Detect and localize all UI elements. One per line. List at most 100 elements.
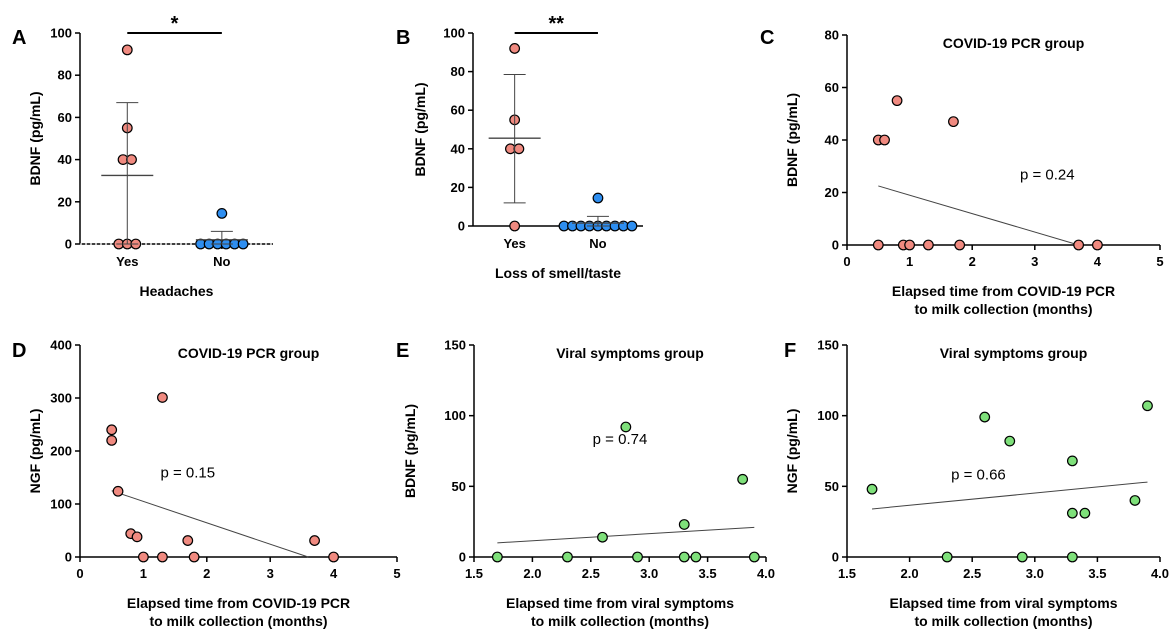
data-point <box>678 519 690 530</box>
significance-marker: ** <box>549 13 565 35</box>
x-tick-label: 1.5 <box>465 566 483 581</box>
data-point <box>872 239 884 251</box>
x-tick-label: 1.5 <box>838 566 856 581</box>
data-point <box>879 134 890 146</box>
x-axis-label: Headaches <box>140 283 214 299</box>
data-point <box>620 421 632 433</box>
panel-letter: A <box>12 27 26 49</box>
y-tick-label: 60 <box>825 80 839 95</box>
y-tick-label: 400 <box>50 338 72 353</box>
y-tick-label: 20 <box>451 180 465 195</box>
panel-letter: C <box>760 27 774 49</box>
y-axis-label: NGF (pg/mL) <box>784 409 800 494</box>
y-tick-label: 0 <box>832 238 839 253</box>
y-tick-label: 0 <box>65 550 72 565</box>
x-tick-label: Yes <box>116 254 138 269</box>
data-point <box>1004 435 1016 447</box>
x-tick-label: 5 <box>1156 254 1163 269</box>
data-point <box>1066 455 1078 467</box>
y-tick-label: 100 <box>50 497 72 512</box>
data-point <box>137 551 149 563</box>
y-tick-label: 60 <box>58 110 72 125</box>
data-point <box>626 220 638 232</box>
data-point <box>509 43 521 54</box>
data-point <box>632 551 643 563</box>
x-axis-label: to milk collection (months) <box>914 301 1092 317</box>
data-point <box>922 239 934 251</box>
x-axis-label: Loss of smell/taste <box>495 265 621 281</box>
data-point <box>106 424 118 436</box>
y-tick-label: 80 <box>58 68 72 83</box>
x-tick-label: 3.5 <box>1088 566 1106 581</box>
panel-letter: F <box>784 340 796 362</box>
y-tick-label: 300 <box>50 391 72 406</box>
panel-title: Viral symptoms group <box>556 345 704 361</box>
data-point <box>309 535 320 546</box>
data-point <box>941 551 953 563</box>
x-tick-label: No <box>213 254 230 269</box>
y-tick-label: 100 <box>444 408 466 423</box>
p-value-annotation: p = 0.24 <box>1020 166 1075 183</box>
x-axis-label: to milk collection (months) <box>531 613 709 629</box>
data-point <box>1091 239 1103 251</box>
x-tick-label: 2 <box>203 566 210 581</box>
data-point <box>1066 551 1078 563</box>
x-axis-label: Elapsed time from viral symptoms <box>506 595 734 611</box>
x-tick-label: 3 <box>1031 254 1038 269</box>
data-point <box>948 116 959 128</box>
y-tick-label: 60 <box>451 103 465 118</box>
panel-title: Viral symptoms group <box>940 345 1088 361</box>
data-point <box>106 435 118 446</box>
data-point <box>157 392 168 403</box>
data-point <box>690 551 702 563</box>
x-tick-label: 2.0 <box>523 566 541 581</box>
panel-a: A 0 20 40 60 80 100 BDNF (pg/mL) Yes No Headaches * <box>12 13 273 299</box>
y-tick-label: 20 <box>825 185 839 200</box>
data-point <box>866 483 878 495</box>
data-point <box>509 220 521 232</box>
data-point <box>131 531 143 543</box>
data-point <box>562 551 573 563</box>
x-axis-label: Elapsed time from viral symptoms <box>890 595 1118 611</box>
p-value-annotation: p = 0.15 <box>160 465 215 482</box>
y-tick-label: 0 <box>65 237 72 252</box>
data-point <box>1142 400 1153 412</box>
regression-line <box>111 490 309 558</box>
y-tick-label: 40 <box>58 152 72 167</box>
y-tick-label: 20 <box>58 194 72 209</box>
data-point <box>979 411 991 423</box>
y-tick-label: 150 <box>817 338 839 353</box>
y-axis-label: BDNF (pg/mL) <box>784 93 800 187</box>
x-tick-label: 2.0 <box>901 566 919 581</box>
y-axis-label: NGF (pg/mL) <box>27 409 43 494</box>
x-tick-label: 0 <box>76 566 83 581</box>
y-tick-label: 0 <box>459 550 466 565</box>
data-point <box>328 551 340 563</box>
x-tick-label: 4.0 <box>1151 566 1169 581</box>
panel-d: D COVID-19 PCR group 0 100 200 300 400 NGF (pg/… <box>12 338 401 630</box>
y-tick-label: 40 <box>825 133 839 148</box>
x-tick-label: No <box>589 236 606 251</box>
x-tick-label: 2.5 <box>963 566 981 581</box>
significance-marker: * <box>171 13 179 35</box>
x-tick-label: 0 <box>843 254 850 269</box>
data-point <box>748 551 760 563</box>
regression-line <box>497 526 755 544</box>
x-tick-label: 2 <box>969 254 976 269</box>
y-axis-label: BDNF (pg/mL) <box>402 404 418 498</box>
y-tick-label: 100 <box>443 26 465 41</box>
data-point <box>126 154 137 166</box>
data-point <box>1066 507 1078 519</box>
y-tick-label: 150 <box>444 338 466 353</box>
x-tick-label: 1 <box>140 566 147 581</box>
p-value-annotation: p = 0.74 <box>593 431 648 448</box>
data-point <box>237 238 249 250</box>
y-axis-label: BDNF (pg/mL) <box>27 91 43 185</box>
panel-letter: B <box>396 27 410 49</box>
data-point <box>678 551 690 563</box>
data-point <box>1079 507 1091 519</box>
data-point <box>592 192 604 204</box>
data-point <box>1129 495 1141 506</box>
data-point <box>513 143 525 155</box>
